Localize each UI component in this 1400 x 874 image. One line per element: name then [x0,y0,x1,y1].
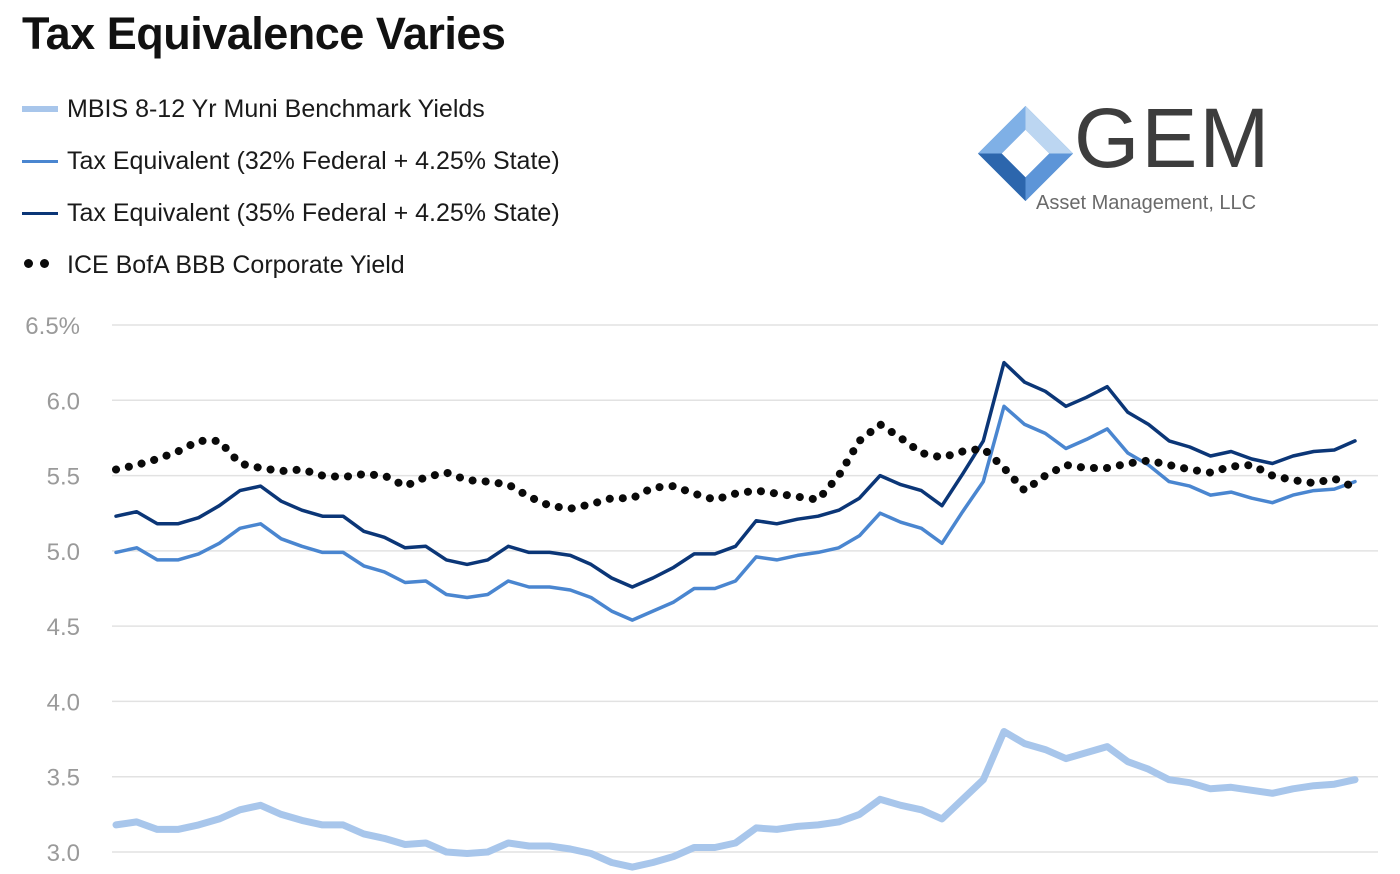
legend-label-bbb: ICE BofA BBB Corporate Yield [67,251,405,279]
y-tick-label: 5.5 [47,464,80,491]
legend-swatch-muni [22,106,58,112]
legend-swatch-te32 [22,160,58,163]
y-tick-label: 6.0 [47,388,80,415]
legend-label-te35: Tax Equivalent (35% Federal + 4.25% Stat… [67,199,560,227]
series-line-bbb [112,420,1359,513]
y-tick-label: 6.5% [25,313,80,340]
y-tick-label: 3.5 [47,765,80,792]
y-tick-label: 3.0 [47,840,80,867]
y-tick-label: 4.5 [47,614,80,641]
chart-title: Tax Equivalence Varies [22,8,506,59]
series-line-te35 [114,360,1357,589]
diamond-logo-icon [978,106,1073,201]
gridlines [112,324,1378,853]
legend-label-muni: MBIS 8-12 Yr Muni Benchmark Yields [67,95,485,123]
y-tick-label: 4.0 [47,689,80,716]
legend-label-te32: Tax Equivalent (32% Federal + 4.25% Stat… [67,147,560,175]
y-tick-label: 5.0 [47,539,80,566]
series-lines [112,360,1359,871]
y-axis-ticks: 6.5% 6.0 5.5 5.0 4.5 4.0 3.5 3.0 [25,313,80,867]
logo-subtitle: Asset Management, LLC [1036,192,1257,214]
series-line-te32 [114,404,1357,622]
legend-swatch-te35 [22,212,58,215]
logo-wordmark: GEM [1074,91,1272,185]
gem-logo: GEM Asset Management, LLC [978,96,1269,219]
series-line-muni [112,728,1359,871]
